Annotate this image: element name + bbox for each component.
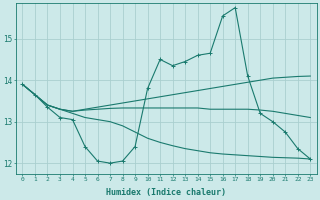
X-axis label: Humidex (Indice chaleur): Humidex (Indice chaleur) (106, 188, 226, 197)
